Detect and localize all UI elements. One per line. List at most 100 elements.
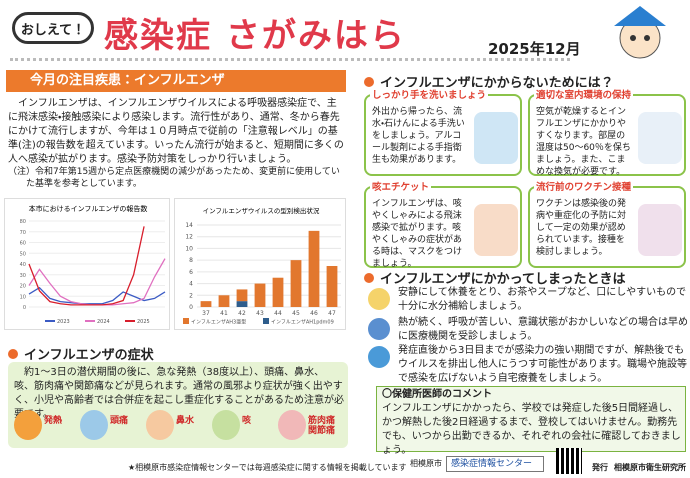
series-line [28,286,166,305]
search-box: 感染症情報センター [446,456,544,472]
symptom-icon [80,410,108,440]
publisher: 相模原市衛生研究所 [614,463,686,472]
y-tick-label: 4 [189,281,193,288]
bar [218,295,230,307]
symptom-label: 咳 [242,416,252,426]
y-tick-label: 12 [185,234,193,241]
feature-heading: 今月の注目疾患：インフルエンザ [6,70,346,92]
y-tick-label: 0 [23,305,26,311]
prevention-cards: しっかり手を洗いましょう外出から帰ったら、流水・石けんによる手洗いをしましょう。… [364,87,690,272]
bar [272,277,284,307]
divider [10,58,570,61]
legend-label: 2023 [57,319,70,325]
x-tick-label: 37 [202,310,210,317]
footer-note: ★相模原市感染症情報センターでは毎週感染症に関する情報を掲載しています [128,463,407,472]
card-illustration [638,112,682,164]
legend-swatch [183,318,189,324]
comment-box [376,386,686,452]
x-tick-label: 41 [220,310,228,317]
symptoms-list: 発熱 頭痛 鼻水 咳 筋肉痛 関節痛 [14,408,344,444]
symptom-icon [278,410,306,440]
card-text: インフルエンザは、咳やくしゃみによる飛沫感染で拡がります。咳やくしゃみの症状があ… [372,199,463,269]
prevention-card: しっかり手を洗いましょう外出から帰ったら、流水・石けんによる手洗いをしましょう。… [364,87,522,176]
feature-note: （注）令和7年第15週から定点医療機関の減少があったため、変更前に使用していた基… [8,167,340,189]
bar [236,301,248,307]
series-line [28,226,145,306]
y-tick-label: 30 [20,273,26,279]
bar [254,283,266,307]
legend-label: 2025 [137,319,150,325]
prevention-card: 流行前のワクチン接種ワクチンは感染後の発病や重症化の予防に対して一定の効果が認め… [528,179,686,268]
prevention-card: 適切な室内環境の保持 空気が乾燥するとインフルエンザにかかりやすくなります。部屋の… [528,87,686,177]
legend-label: 2024 [97,319,110,325]
legend-label: インフルエンザAH1pdm09 [271,320,334,326]
y-tick-label: 60 [20,241,26,247]
symptom-label: 頭痛 [110,416,129,426]
comment-text: インフルエンザにかかったら、学校では発症した後5日間経過し、かつ解熱した後2日経… [382,403,681,456]
y-tick-label: 14 [185,222,193,229]
publisher-label: 発行 [592,463,608,472]
chart-title: 本市におけるインフルエンザの報告数 [29,204,148,213]
infected-icon [368,346,390,368]
infected-icon [368,318,390,340]
bar [290,260,302,307]
card-illustration [474,112,518,164]
bar [200,301,212,307]
y-tick-label: 2 [189,292,193,299]
x-tick-label: 46 [310,310,318,317]
y-tick-label: 0 [189,304,193,311]
y-tick-label: 20 [20,284,26,290]
card-title: 咳エチケット [370,179,432,193]
card-illustration [638,204,682,256]
x-tick-label: 42 [238,310,246,317]
y-tick-label: 6 [189,269,193,276]
y-tick-label: 8 [189,257,193,264]
x-tick-label: 43 [256,310,264,317]
y-tick-label: 10 [20,294,26,300]
infected-text: 発症直後から3日目までが感染力の強い期間ですが、解熱後でもウイルスを排出し他人に… [398,345,687,384]
feature-body: インフルエンザは、インフルエンザウイルスによる呼吸器感染症で、主に飛沫感染・接触… [8,98,344,165]
card-title: 流行前のワクチン接種 [534,179,634,193]
legend-label: インフルエンザAH3亜型 [191,319,246,326]
y-tick-label: 80 [20,219,26,225]
card-title: しっかり手を洗いましょう [370,87,489,101]
card-text: 外出から帰ったら、流水・石けんによる手洗いをしましょう。アルコール製剤による手指… [372,107,465,165]
search-prefix: 相模原市 [410,459,442,468]
line-chart: 本市におけるインフルエンザの報告数 0 10 20 30 40 50 60 70 80 2023 20… [4,198,170,330]
symptom-label: 鼻水 [176,416,195,426]
infected-list: 安静にして休養をとり、お茶やスープなど、口にしやすいもので十分に水分補給しましょ… [364,286,688,384]
prevention-card: 咳エチケットインフルエンザは、咳やくしゃみによる飛沫感染で拡がります。咳やくしゃ… [364,179,522,269]
legend-swatch [263,318,269,324]
bar [326,266,338,307]
symptom-icon [14,410,42,440]
card-illustration [474,204,518,256]
mascot [614,6,666,59]
badge: おしえて！ [12,12,94,44]
y-tick-label: 70 [20,230,26,236]
card-text: 空気が乾燥するとインフルエンザにかかりやすくなります。部屋の湿度は50～60％を… [536,107,631,177]
symptom-label: 発熱 [44,416,63,426]
qr-code [556,448,582,474]
title: 感染症 さがみはら [104,16,406,56]
x-tick-label: 47 [328,310,336,317]
bar [236,289,248,302]
infected-text: 熱が続く、呼吸が苦しい、意識状態がおかしいなどの場合は早めに医療機関を受診しまし… [398,317,688,342]
symptom-label: 筋肉痛 関節痛 [308,416,336,436]
symptoms-heading: インフルエンザの症状 [8,344,154,363]
y-tick-label: 10 [185,245,193,252]
date: 2025年12月 [488,40,581,58]
symptom-icon [146,410,174,440]
card-text: ワクチンは感染後の発病や重症化の予防に対して一定の効果が認められています。接種を… [536,199,627,257]
bar [308,230,320,307]
infected-text: 安静にして休養をとり、お茶やスープなど、口にしやすいもので十分に水分補給しましょ… [398,287,687,312]
symptom-icon [212,410,240,440]
chart-title: インフルエンザウイルスの型別検出状況 [203,206,320,215]
y-tick-label: 50 [20,251,26,257]
x-tick-label: 45 [292,310,300,317]
infected-icon [368,288,390,310]
comment-title: 〇保健所医師のコメント [382,389,492,400]
y-tick-label: 40 [20,262,26,268]
